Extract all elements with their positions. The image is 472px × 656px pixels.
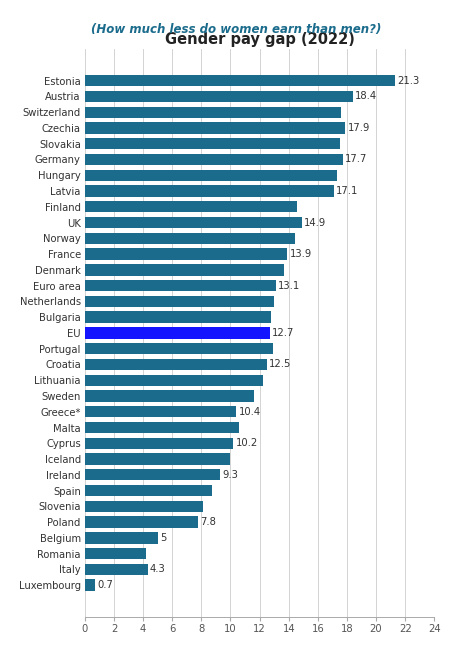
Bar [85, 75, 395, 87]
Bar [85, 122, 346, 134]
Bar [85, 233, 295, 244]
Text: 14.9: 14.9 [304, 218, 326, 228]
Bar [85, 280, 276, 291]
Bar [85, 249, 287, 260]
Text: 9.3: 9.3 [222, 470, 238, 480]
Bar [85, 217, 302, 228]
Bar [85, 359, 267, 370]
Bar [85, 327, 270, 338]
Text: 5: 5 [160, 533, 166, 543]
Bar [85, 422, 239, 433]
Title: Gender pay gap (2022): Gender pay gap (2022) [165, 31, 354, 47]
Bar [85, 564, 148, 575]
Text: 12.5: 12.5 [269, 359, 291, 369]
Bar [85, 138, 340, 150]
Text: 17.7: 17.7 [345, 155, 367, 165]
Bar [85, 201, 297, 213]
Bar [85, 579, 95, 591]
Text: 10.2: 10.2 [236, 438, 258, 448]
Text: 13.1: 13.1 [278, 281, 300, 291]
Bar [85, 485, 211, 496]
Bar [85, 186, 334, 197]
Bar [85, 548, 146, 560]
Bar [85, 106, 341, 118]
Text: 12.7: 12.7 [272, 328, 295, 338]
Text: 7.8: 7.8 [201, 517, 217, 527]
Bar [85, 390, 254, 401]
Bar [85, 406, 236, 417]
Bar [85, 438, 233, 449]
Bar [85, 375, 262, 386]
Text: 17.1: 17.1 [336, 186, 358, 196]
Bar [85, 170, 337, 181]
Bar [85, 264, 284, 276]
Bar [85, 453, 230, 464]
Text: 21.3: 21.3 [397, 75, 420, 86]
Text: 0.7: 0.7 [97, 580, 113, 590]
Bar [85, 501, 203, 512]
Text: 18.4: 18.4 [355, 91, 377, 102]
Bar [85, 532, 158, 544]
Text: 17.9: 17.9 [348, 123, 370, 133]
Bar [85, 469, 220, 480]
Text: 13.9: 13.9 [289, 249, 312, 259]
Bar [85, 516, 198, 528]
Bar [85, 91, 353, 102]
Text: 4.3: 4.3 [150, 564, 166, 575]
Text: (How much less do women earn than men?): (How much less do women earn than men?) [91, 23, 381, 36]
Text: 10.4: 10.4 [238, 407, 261, 417]
Bar [85, 343, 273, 354]
Bar [85, 296, 274, 307]
Bar [85, 312, 271, 323]
Bar [85, 154, 343, 165]
